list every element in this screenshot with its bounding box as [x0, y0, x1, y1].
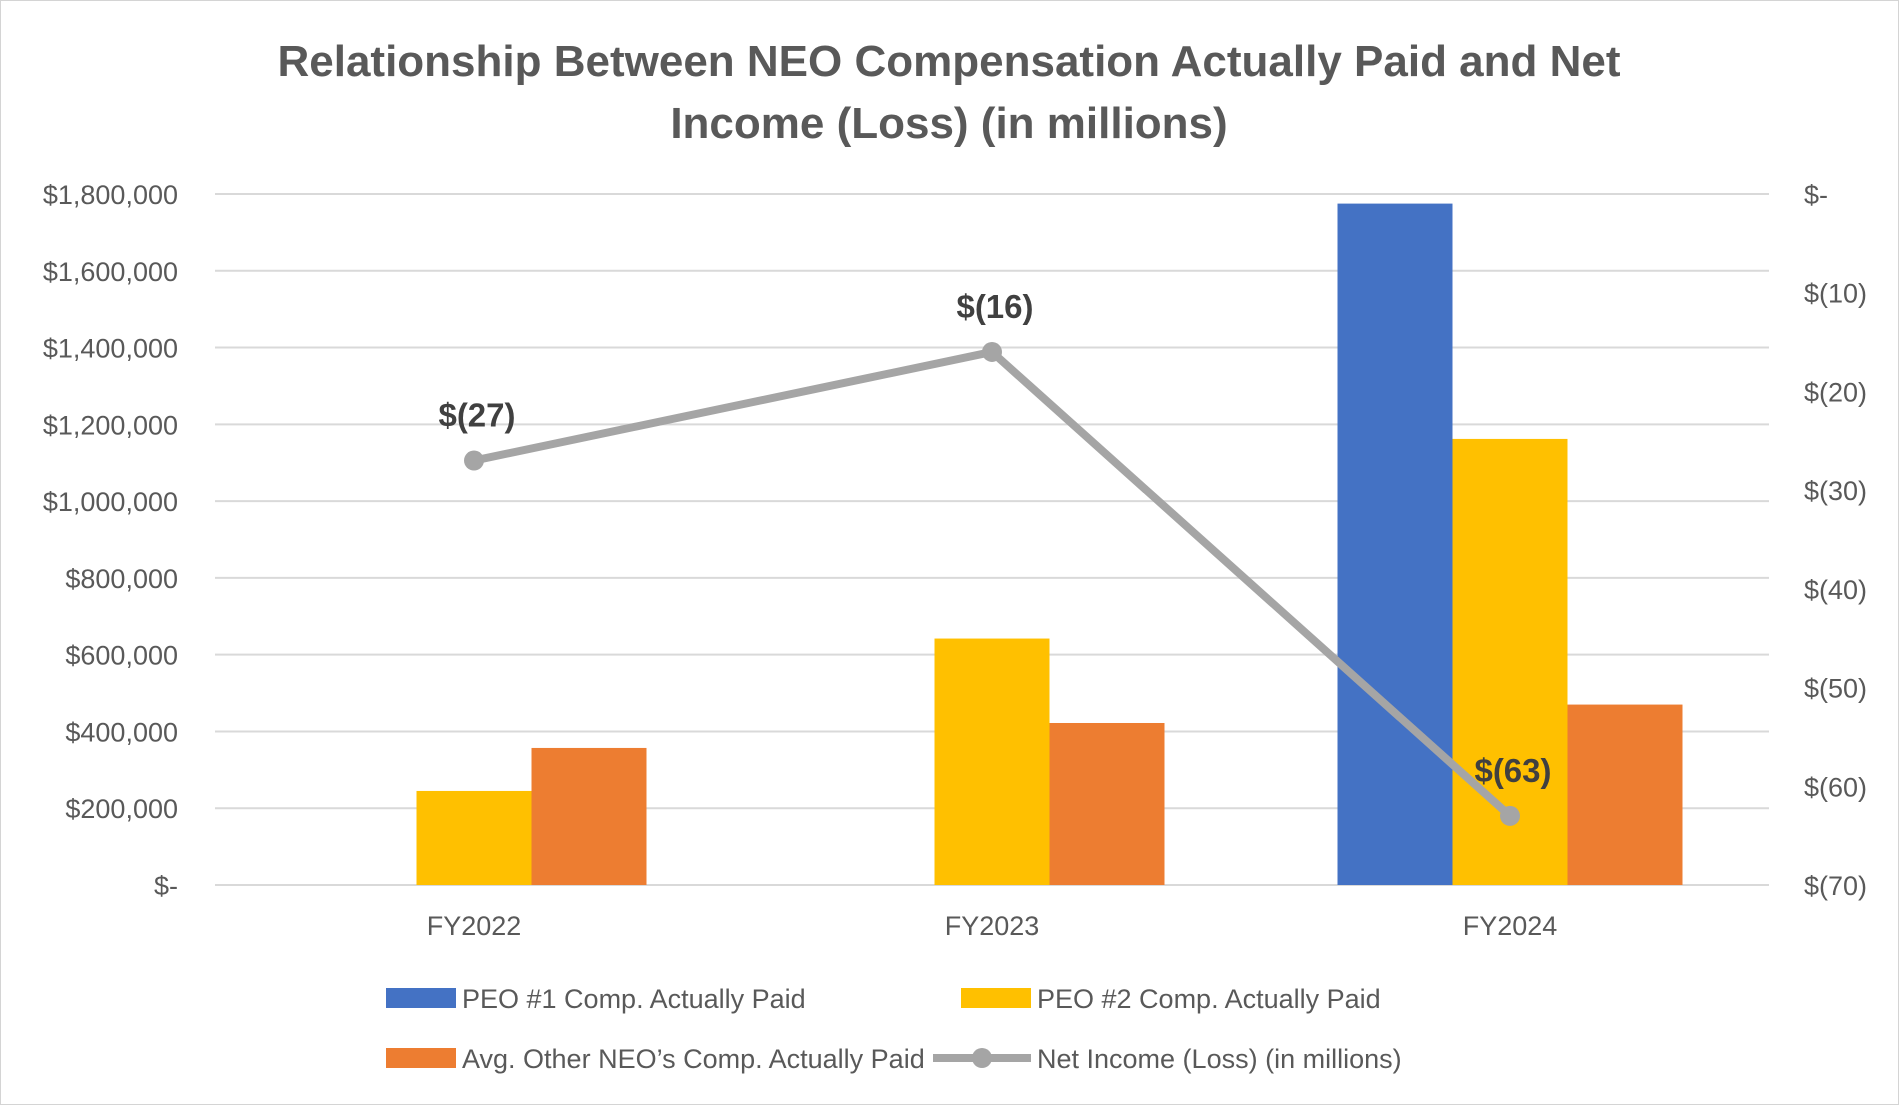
- net-income-data-label-fy2022: $(27): [438, 397, 515, 434]
- chart-title-line-2: Income (Loss) (in millions): [670, 99, 1227, 148]
- left-tick-label: $-: [154, 871, 178, 901]
- left-tick-label: $1,400,000: [43, 334, 178, 364]
- category-axis: FY2022 FY2023 FY2024: [427, 911, 1558, 941]
- chart-title-line-1: Relationship Between NEO Compensation Ac…: [277, 37, 1620, 86]
- right-tick-label: $(20): [1804, 377, 1867, 407]
- category-label: FY2024: [1463, 911, 1558, 941]
- legend-item-peo-1-comp-actually-paid: PEO #1 Comp. Actually Paid: [386, 984, 806, 1014]
- legend-swatch-avg-other-neo-s-comp-actually-paid: [386, 1048, 456, 1068]
- left-axis: $- $200,000 $400,000 $600,000 $800,000 $1,000…: [43, 180, 178, 901]
- net-income-point-fy2024: [1500, 805, 1520, 826]
- legend-label: Avg. Other NEO’s Comp. Actually Paid: [462, 1044, 925, 1074]
- net-income-data-label-fy2023: $(16): [956, 288, 1033, 325]
- bar-peo-1-comp-actually-paid-fy2024: [1337, 203, 1453, 885]
- legend-swatch-peo-1-comp-actually-paid: [386, 988, 456, 1008]
- bar-peo-2-comp-actually-paid-fy2023: [934, 638, 1050, 885]
- legend-swatch-peo-2-comp-actually-paid: [961, 988, 1031, 1008]
- legend-item-peo-2-comp-actually-paid: PEO #2 Comp. Actually Paid: [961, 984, 1381, 1014]
- net-income-line: $(27) $(16) $(63): [438, 288, 1552, 826]
- right-tick-label: $-: [1804, 180, 1828, 210]
- right-tick-label: $(60): [1804, 772, 1867, 802]
- legend-item-net-income-loss-in-millions: Net Income (Loss) (in millions): [933, 1044, 1402, 1074]
- legend-label: PEO #2 Comp. Actually Paid: [1037, 984, 1381, 1014]
- right-tick-label: $(10): [1804, 279, 1867, 309]
- bars: [416, 203, 1683, 885]
- legend: PEO #1 Comp. Actually Paid PEO #2 Comp. A…: [386, 984, 1402, 1074]
- left-tick-label: $1,000,000: [43, 487, 178, 517]
- legend-label: PEO #1 Comp. Actually Paid: [462, 984, 806, 1014]
- net-income-point-fy2023: [982, 341, 1002, 362]
- bar-avg-other-neo-s-comp-actually-paid-fy2024: [1567, 704, 1683, 885]
- legend-item-avg-other-neo-s-comp-actually-paid: Avg. Other NEO’s Comp. Actually Paid: [386, 1044, 925, 1074]
- category-label: FY2023: [945, 911, 1040, 941]
- bar-avg-other-neo-s-comp-actually-paid-fy2023: [1049, 722, 1165, 885]
- right-tick-label: $(40): [1804, 575, 1867, 605]
- legend-label: Net Income (Loss) (in millions): [1037, 1044, 1402, 1074]
- bar-peo-2-comp-actually-paid-fy2022: [416, 790, 532, 885]
- legend-swatch-marker: [972, 1048, 992, 1068]
- left-tick-label: $400,000: [65, 717, 178, 747]
- left-tick-label: $1,600,000: [43, 257, 178, 287]
- left-tick-label: $1,800,000: [43, 180, 178, 210]
- category-label: FY2022: [427, 911, 522, 941]
- net-income-data-label-fy2024: $(63): [1474, 752, 1551, 789]
- right-tick-label: $(70): [1804, 871, 1867, 901]
- left-tick-label: $600,000: [65, 641, 178, 671]
- left-tick-label: $800,000: [65, 564, 178, 594]
- right-tick-label: $(50): [1804, 674, 1867, 704]
- bar-avg-other-neo-s-comp-actually-paid-fy2022: [531, 747, 647, 885]
- left-tick-label: $1,200,000: [43, 410, 178, 440]
- right-tick-label: $(30): [1804, 476, 1867, 506]
- left-tick-label: $200,000: [65, 794, 178, 824]
- chart-title: Relationship Between NEO Compensation Ac…: [277, 37, 1620, 148]
- net-income-point-fy2022: [464, 450, 484, 471]
- right-axis: $- $(10) $(20) $(30) $(40) $(50) $(60) $(70): [1804, 180, 1867, 901]
